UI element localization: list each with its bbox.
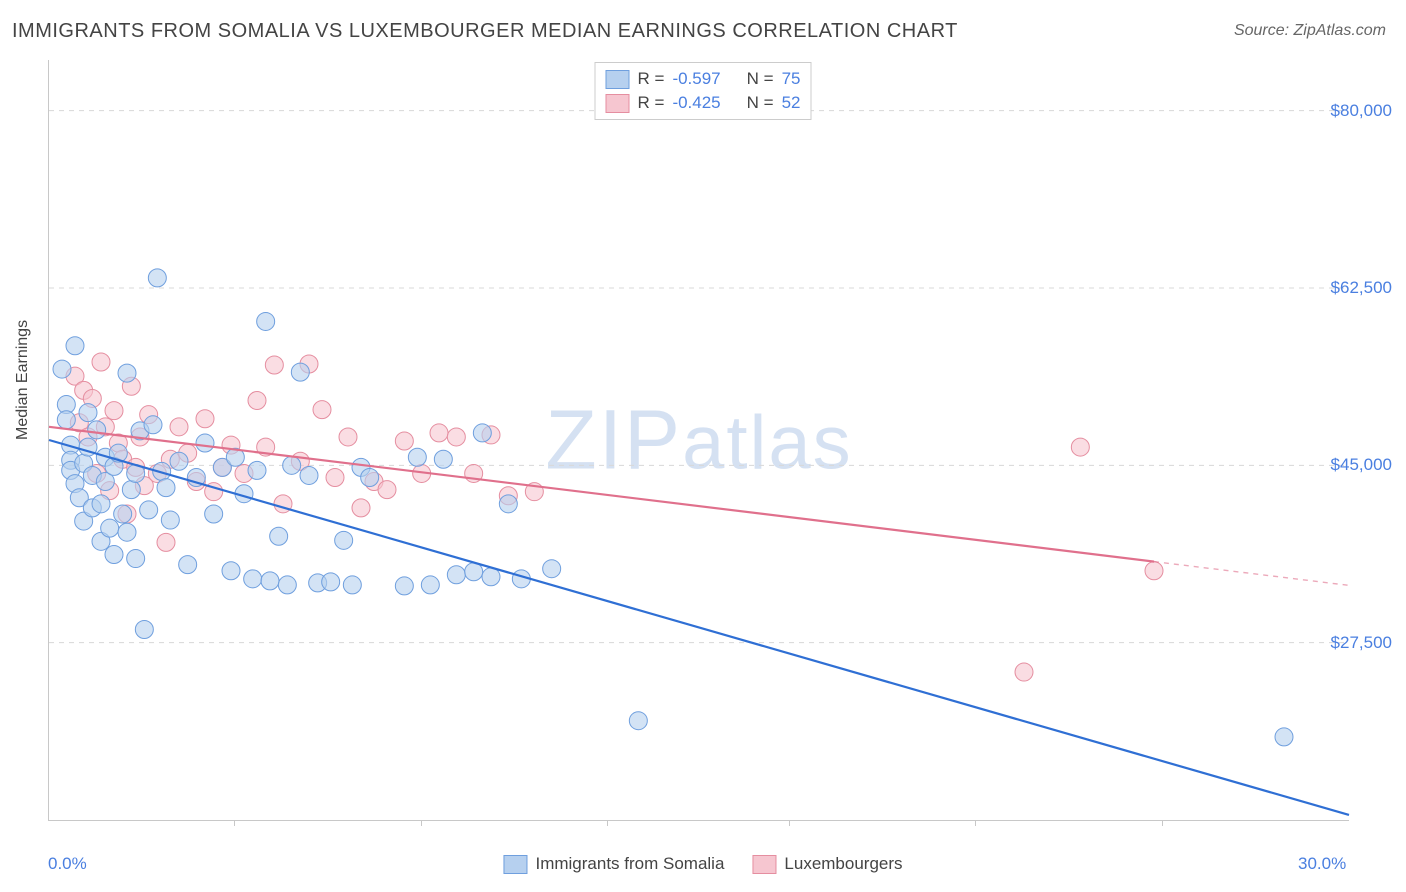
n-value-b: 52 — [782, 93, 801, 113]
x-tick-mark — [975, 820, 976, 826]
legend-label-b: Luxembourgers — [784, 854, 902, 874]
swatch-b-icon — [606, 94, 630, 113]
r-label: R = — [638, 69, 665, 89]
swatch-a-icon — [503, 855, 527, 874]
y-tick-label: $62,500 — [1331, 278, 1392, 298]
correlation-row-a: R = -0.597 N = 75 — [606, 67, 801, 91]
chart-title: IMMIGRANTS FROM SOMALIA VS LUXEMBOURGER … — [12, 20, 958, 43]
x-tick-mark — [607, 820, 608, 826]
swatch-b-icon — [752, 855, 776, 874]
y-tick-label: $45,000 — [1331, 455, 1392, 475]
x-tick-mark — [234, 820, 235, 826]
r-value-b: -0.425 — [672, 93, 720, 113]
x-tick-mark — [789, 820, 790, 826]
legend-item-a: Immigrants from Somalia — [503, 854, 724, 874]
x-tick-label: 30.0% — [1298, 854, 1346, 874]
chart-container: IMMIGRANTS FROM SOMALIA VS LUXEMBOURGER … — [0, 0, 1406, 892]
legend-item-b: Luxembourgers — [752, 854, 902, 874]
x-tick-mark — [421, 820, 422, 826]
source-value: ZipAtlas.com — [1294, 22, 1386, 39]
r-value-a: -0.597 — [672, 69, 720, 89]
y-tick-label: $80,000 — [1331, 101, 1392, 121]
series-legend: Immigrants from Somalia Luxembourgers — [503, 854, 902, 874]
swatch-a-icon — [606, 70, 630, 89]
n-value-a: 75 — [782, 69, 801, 89]
r-label: R = — [638, 93, 665, 113]
x-tick-mark — [1162, 820, 1163, 826]
correlation-row-b: R = -0.425 N = 52 — [606, 91, 801, 115]
x-tick-label: 0.0% — [48, 854, 87, 874]
y-tick-label: $27,500 — [1331, 633, 1392, 653]
source-label: Source: — [1234, 22, 1289, 39]
plot-area: ZIPatlas — [48, 60, 1349, 821]
n-label: N = — [747, 93, 774, 113]
n-label: N = — [747, 69, 774, 89]
legend-label-a: Immigrants from Somalia — [535, 854, 724, 874]
correlation-legend: R = -0.597 N = 75 R = -0.425 N = 52 — [595, 62, 812, 120]
scatter-svg — [49, 60, 1349, 820]
y-axis-label: Median Earnings — [14, 320, 32, 440]
source-attribution: Source: ZipAtlas.com — [1234, 22, 1386, 40]
